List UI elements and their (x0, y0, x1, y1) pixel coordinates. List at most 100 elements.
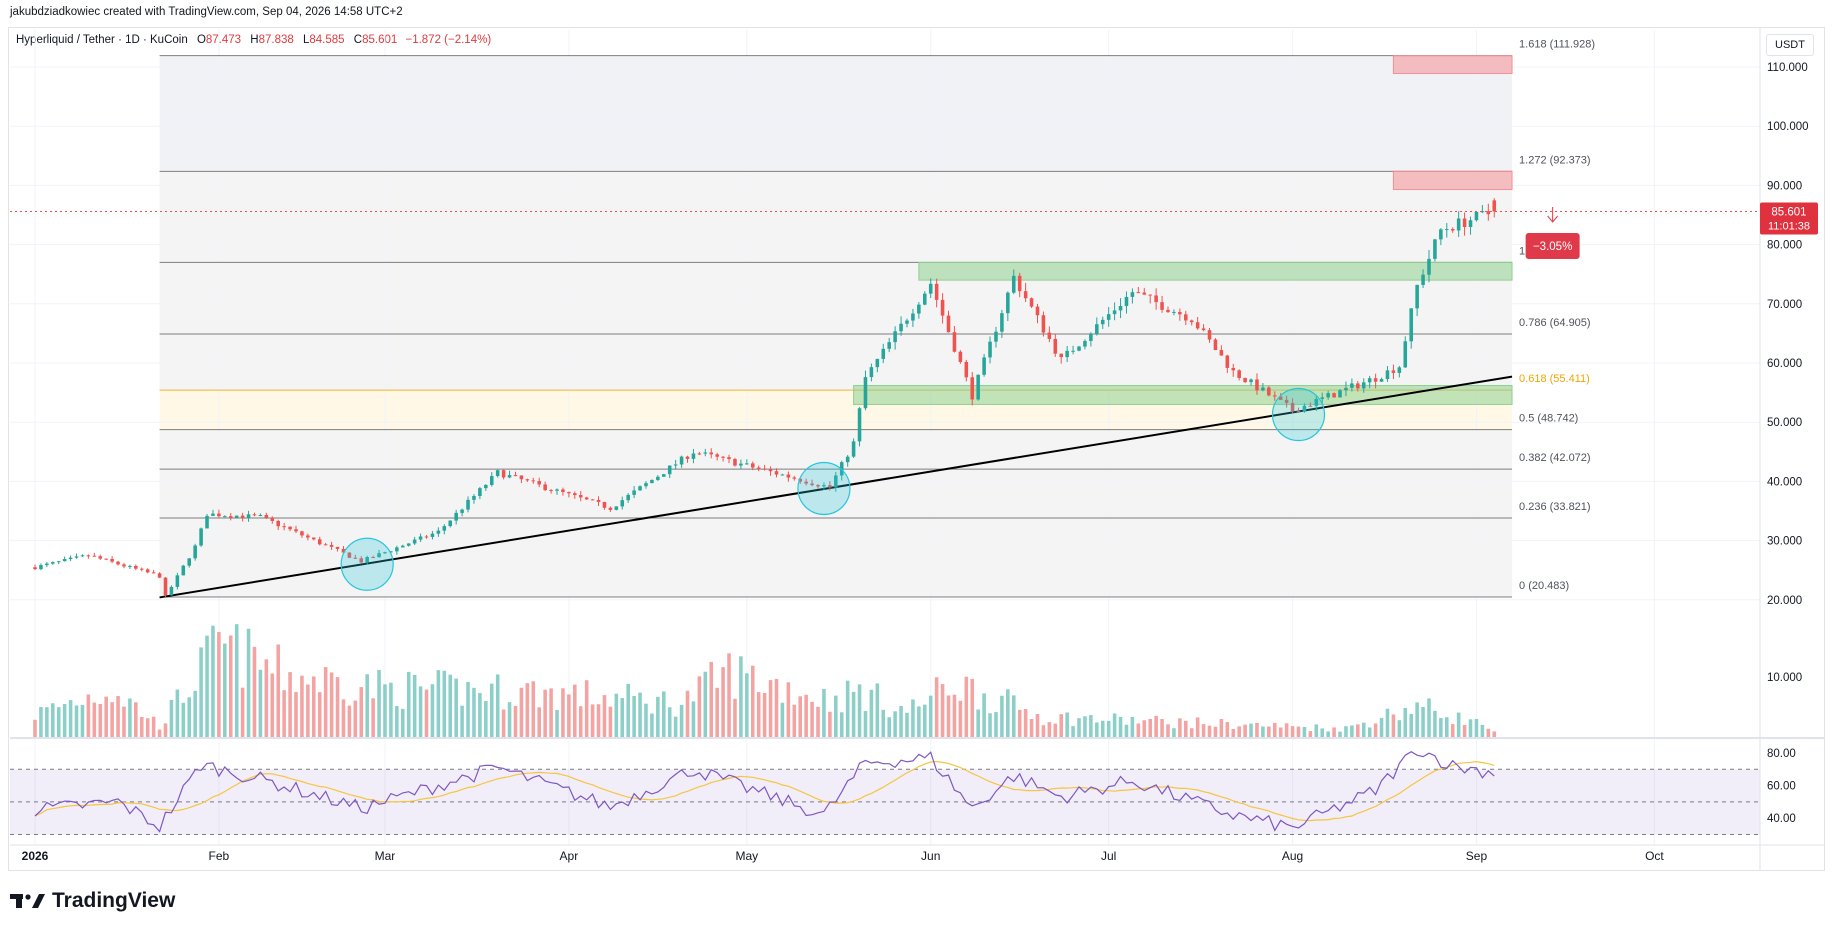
volume-bar (917, 706, 921, 737)
volume-bar (1089, 715, 1093, 737)
candle-body (875, 358, 880, 368)
volume-bar (1296, 726, 1301, 737)
candle-body (1035, 306, 1040, 316)
volume-bar (804, 694, 808, 737)
candle-body (199, 528, 203, 546)
candle-body (1261, 387, 1265, 391)
volume-bar (1267, 726, 1271, 737)
price-axis-tick: 90.000 (1767, 180, 1802, 192)
volume-bar (371, 698, 375, 737)
volume-bar (750, 665, 755, 737)
candle-body (317, 539, 322, 545)
price-axis-tick: 40.000 (1767, 476, 1802, 488)
candle-body (1000, 313, 1004, 332)
volume-bar (1195, 717, 1200, 737)
candle-body (1041, 315, 1046, 333)
candle-body (68, 557, 73, 559)
candle-body (786, 474, 791, 478)
volume-bar (958, 700, 963, 737)
candle-body (56, 561, 61, 563)
volume-bar (667, 707, 672, 737)
currency-button[interactable]: USDT (1766, 34, 1814, 56)
candle-body (685, 456, 690, 459)
volume-bar (306, 684, 310, 737)
volume-bar (489, 683, 494, 737)
volume-bar (911, 699, 915, 737)
symbol-title[interactable]: Hyperliquid / Tether · 1D · KuCoin (16, 34, 188, 46)
candle-body (1083, 340, 1087, 347)
volume-bar (1041, 725, 1046, 737)
fib-level-label: 1.272 (92.373) (1519, 154, 1591, 166)
tradingview-logo[interactable]: TradingView (10, 889, 175, 913)
candle-body (454, 512, 458, 521)
volume-bar (537, 707, 541, 737)
volume-bar (1314, 724, 1319, 737)
candle-body (234, 515, 239, 518)
volume-bar (478, 693, 482, 737)
volume-bar (181, 702, 186, 737)
volume-bar (1456, 712, 1461, 737)
volume-bar (762, 692, 767, 737)
candle-body (994, 331, 998, 342)
volume-bar (282, 690, 286, 737)
volume-bar (756, 692, 761, 737)
volume-bar (893, 711, 897, 737)
candle-body (845, 456, 850, 463)
volume-bar (288, 672, 292, 737)
volume-bar (1059, 714, 1063, 737)
volume-bar (1000, 695, 1004, 737)
high-label: H (250, 34, 259, 46)
fib-level-label: 0.236 (33.821) (1519, 501, 1591, 513)
candle-body (1195, 322, 1200, 329)
candle-body (632, 490, 636, 495)
candle-body (1154, 295, 1158, 303)
volume-bar (1379, 717, 1384, 737)
candle-body (448, 520, 453, 527)
candle-body (1391, 370, 1396, 373)
fib-level-label: 0.382 (42.072) (1519, 452, 1591, 464)
candle-body (573, 493, 577, 496)
volume-bar (193, 690, 197, 737)
volume-bar (495, 674, 500, 737)
time-axis-tick: Mar (375, 849, 396, 863)
volume-bar (68, 700, 73, 737)
measure-arrow-head (1547, 215, 1559, 223)
candle-body (964, 361, 969, 378)
time-axis-tick: 2026 (22, 849, 49, 863)
volume-bar (851, 691, 856, 737)
candle-body (1130, 292, 1135, 297)
volume-bar (656, 696, 660, 737)
candle-body (347, 552, 352, 558)
time-axis-tick: Sep (1466, 849, 1488, 863)
candle-body (1474, 211, 1479, 221)
candle-body (1118, 306, 1123, 311)
touch-circle (340, 537, 394, 591)
candle-body (169, 586, 174, 596)
candle-body (656, 476, 660, 480)
candle-body (472, 496, 476, 500)
volume-bar (1427, 698, 1431, 737)
candle-body (792, 477, 797, 479)
candle-body (810, 483, 814, 486)
volume-bar (1118, 716, 1123, 737)
volume-bar (1011, 695, 1016, 737)
candle-body (312, 537, 316, 540)
volume-bar (940, 684, 945, 737)
candle-body (122, 564, 126, 567)
resistance-zone (1392, 170, 1513, 191)
volume-bar (329, 672, 334, 737)
volume-bar (442, 670, 447, 737)
volume-bar (1350, 725, 1354, 737)
candle-body (1326, 393, 1330, 398)
volume-bar (739, 656, 743, 737)
candle-body (1356, 383, 1360, 389)
candle-body (679, 456, 684, 465)
volume-bar (982, 693, 986, 737)
candle-body (1284, 399, 1289, 403)
candle-body (750, 463, 755, 468)
candle-body (163, 577, 168, 596)
candle-body (1011, 275, 1016, 293)
volume-bar (792, 704, 797, 737)
tradingview-logo-icon (10, 894, 45, 908)
